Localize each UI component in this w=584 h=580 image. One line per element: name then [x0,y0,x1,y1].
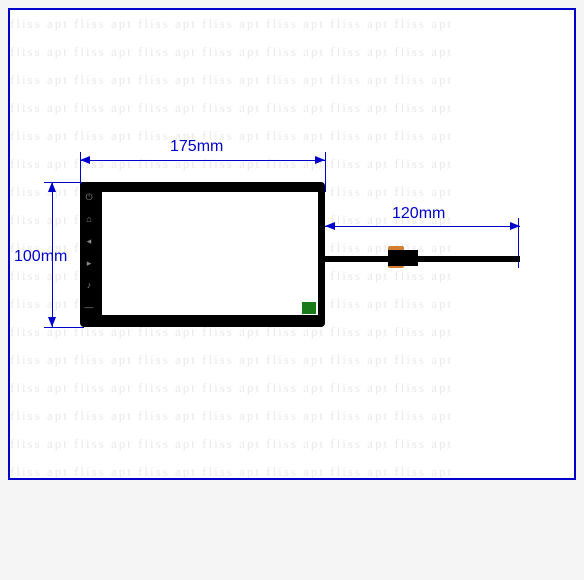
dim-cable-label: 120mm [392,205,445,223]
watermark-row: fliss apt fliss apt fliss apt fliss apt … [10,402,574,430]
dim-outer-width-label: 175mm [170,138,223,156]
arrow-right-icon [510,222,520,230]
panel-side-button: ♪ [83,280,95,290]
fpc-cable-seg [388,250,418,266]
touchscreen-active-area [102,192,318,315]
arrow-up-icon [48,182,56,192]
arrow-right-icon [315,156,325,164]
panel-side-button: ⌂ [83,214,95,224]
dim-cable-line [325,226,520,227]
ic-chip [302,302,316,314]
diagram-canvas: fliss apt fliss apt fliss apt fliss apt … [0,0,584,580]
panel-side-button: ▸ [83,258,95,269]
arrow-left-icon [325,222,335,230]
panel-side-button: — [83,302,95,312]
fpc-cable-seg [325,256,391,262]
watermark-row: fliss apt fliss apt fliss apt fliss apt … [10,94,574,122]
watermark-row: fliss apt fliss apt fliss apt fliss apt … [10,10,574,38]
touchscreen-panel: ⏻ ⌂ ◂ ▸ ♪ — [80,182,325,327]
panel-side-button: ◂ [83,236,95,247]
watermark-row: fliss apt fliss apt fliss apt fliss apt … [10,38,574,66]
dim-outer-height-label: 100mm [14,248,67,266]
watermark-row: fliss apt fliss apt fliss apt fliss apt … [10,430,574,458]
watermark-row: fliss apt fliss apt fliss apt fliss apt … [10,150,574,178]
watermark-row: fliss apt fliss apt fliss apt fliss apt … [10,66,574,94]
diagram-border: fliss apt fliss apt fliss apt fliss apt … [8,8,576,480]
panel-side-button: ⏻ [83,192,95,203]
watermark-row: fliss apt fliss apt fliss apt fliss apt … [10,346,574,374]
arrow-down-icon [48,317,56,327]
arrow-left-icon [80,156,90,164]
watermark-row: fliss apt fliss apt fliss apt fliss apt … [10,122,574,150]
watermark-row: fliss apt fliss apt fliss apt fliss apt … [10,458,574,478]
fpc-cable-seg [416,256,520,262]
ext-line [44,327,84,328]
watermark-row: fliss apt fliss apt fliss apt fliss apt … [10,374,574,402]
ext-line [325,152,326,192]
dim-outer-width-line [80,160,325,161]
